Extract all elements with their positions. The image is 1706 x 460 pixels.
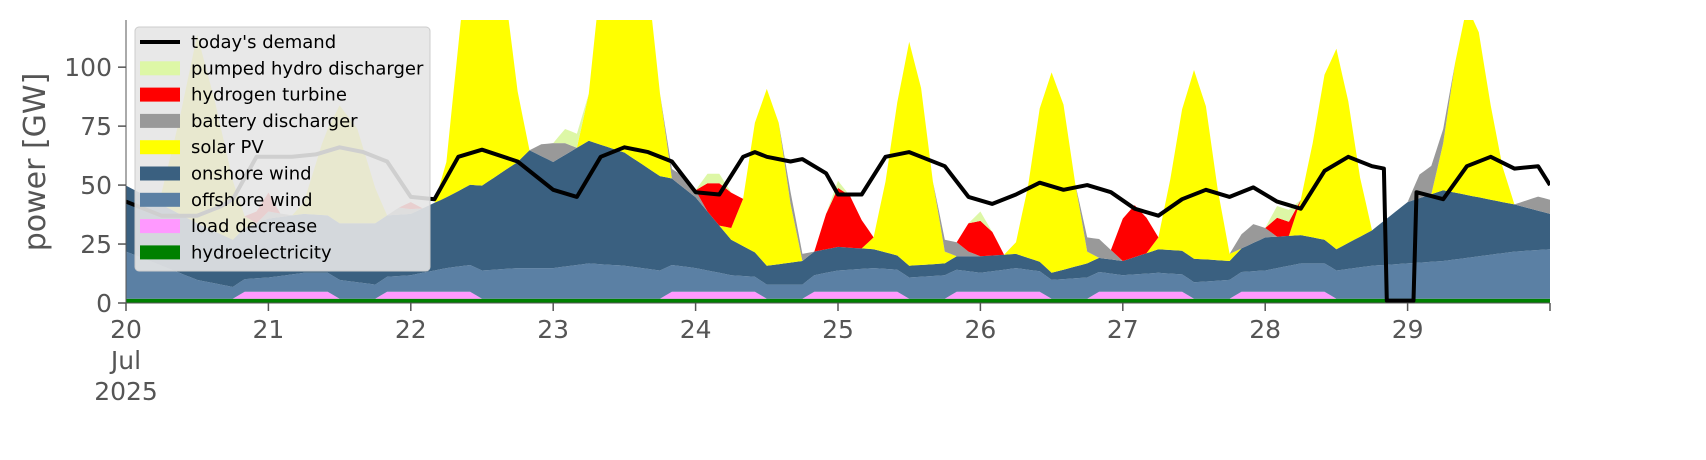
y-tick-label: 50 [80, 171, 112, 200]
y-tick-label: 100 [64, 53, 112, 82]
legend-swatch-solar-pv [140, 140, 180, 155]
x-tick-label: 24 [680, 315, 712, 344]
legend-box [134, 26, 431, 272]
area-offshore-wind [126, 249, 1550, 299]
legend-label-onshore-wind: onshore wind [191, 164, 312, 185]
area-hydrogen-turbine [126, 20, 1550, 261]
area-onshore-wind [126, 140, 1550, 287]
x-tick-label: 26 [964, 315, 996, 344]
legend-swatch-hydrogen-turbine [140, 87, 180, 102]
y-axis-label: power [GW] [18, 73, 53, 252]
x-tick-label: 29 [1392, 315, 1424, 344]
legend-swatch-pumped-hydro-discharger [140, 61, 180, 76]
legend: today's demand pumped hydro discharger hyd… [134, 26, 431, 272]
y-ticks: 0 25 50 75 100 [64, 53, 126, 318]
legend-label-pumped-hydro-discharger: pumped hydro discharger [191, 58, 424, 79]
x-tick-label: 25 [822, 315, 854, 344]
x-tick-label: 22 [395, 315, 427, 344]
legend-label-battery-discharger: battery discharger [191, 111, 358, 132]
x-tick-label: 21 [252, 315, 284, 344]
x-tick-label: 28 [1249, 315, 1281, 344]
x-tick-sublabel: 2025 [94, 377, 158, 406]
legend-swatch-load-decrease [140, 219, 180, 234]
legend-swatch-hydroelectricity [140, 245, 180, 260]
legend-label-load-decrease: load decrease [191, 216, 317, 237]
x-tick-label: 23 [537, 315, 569, 344]
stacked-areas [126, 20, 1550, 303]
legend-label-hydroelectricity: hydroelectricity [191, 242, 332, 263]
legend-swatch-onshore-wind [140, 166, 180, 181]
legend-swatch-offshore-wind [140, 192, 180, 207]
y-tick-label: 75 [80, 112, 112, 141]
area-solar-pv [126, 20, 1550, 273]
legend-swatch-battery-discharger [140, 113, 180, 128]
x-tick-label: 20 [110, 315, 142, 344]
legend-label-solar-pv: solar PV [191, 137, 264, 158]
x-tick-label: 27 [1107, 315, 1139, 344]
y-tick-label: 0 [96, 289, 112, 318]
y-tick-label: 25 [80, 230, 112, 259]
legend-label-today-s-demand: today's demand [191, 32, 336, 53]
legend-label-offshore-wind: offshore wind [191, 190, 313, 211]
legend-label-hydrogen-turbine: hydrogen turbine [191, 85, 347, 106]
x-tick-sublabel: Jul [109, 346, 141, 375]
area-load-decrease [126, 291, 1550, 299]
area-hydroelectricity [126, 298, 1550, 303]
